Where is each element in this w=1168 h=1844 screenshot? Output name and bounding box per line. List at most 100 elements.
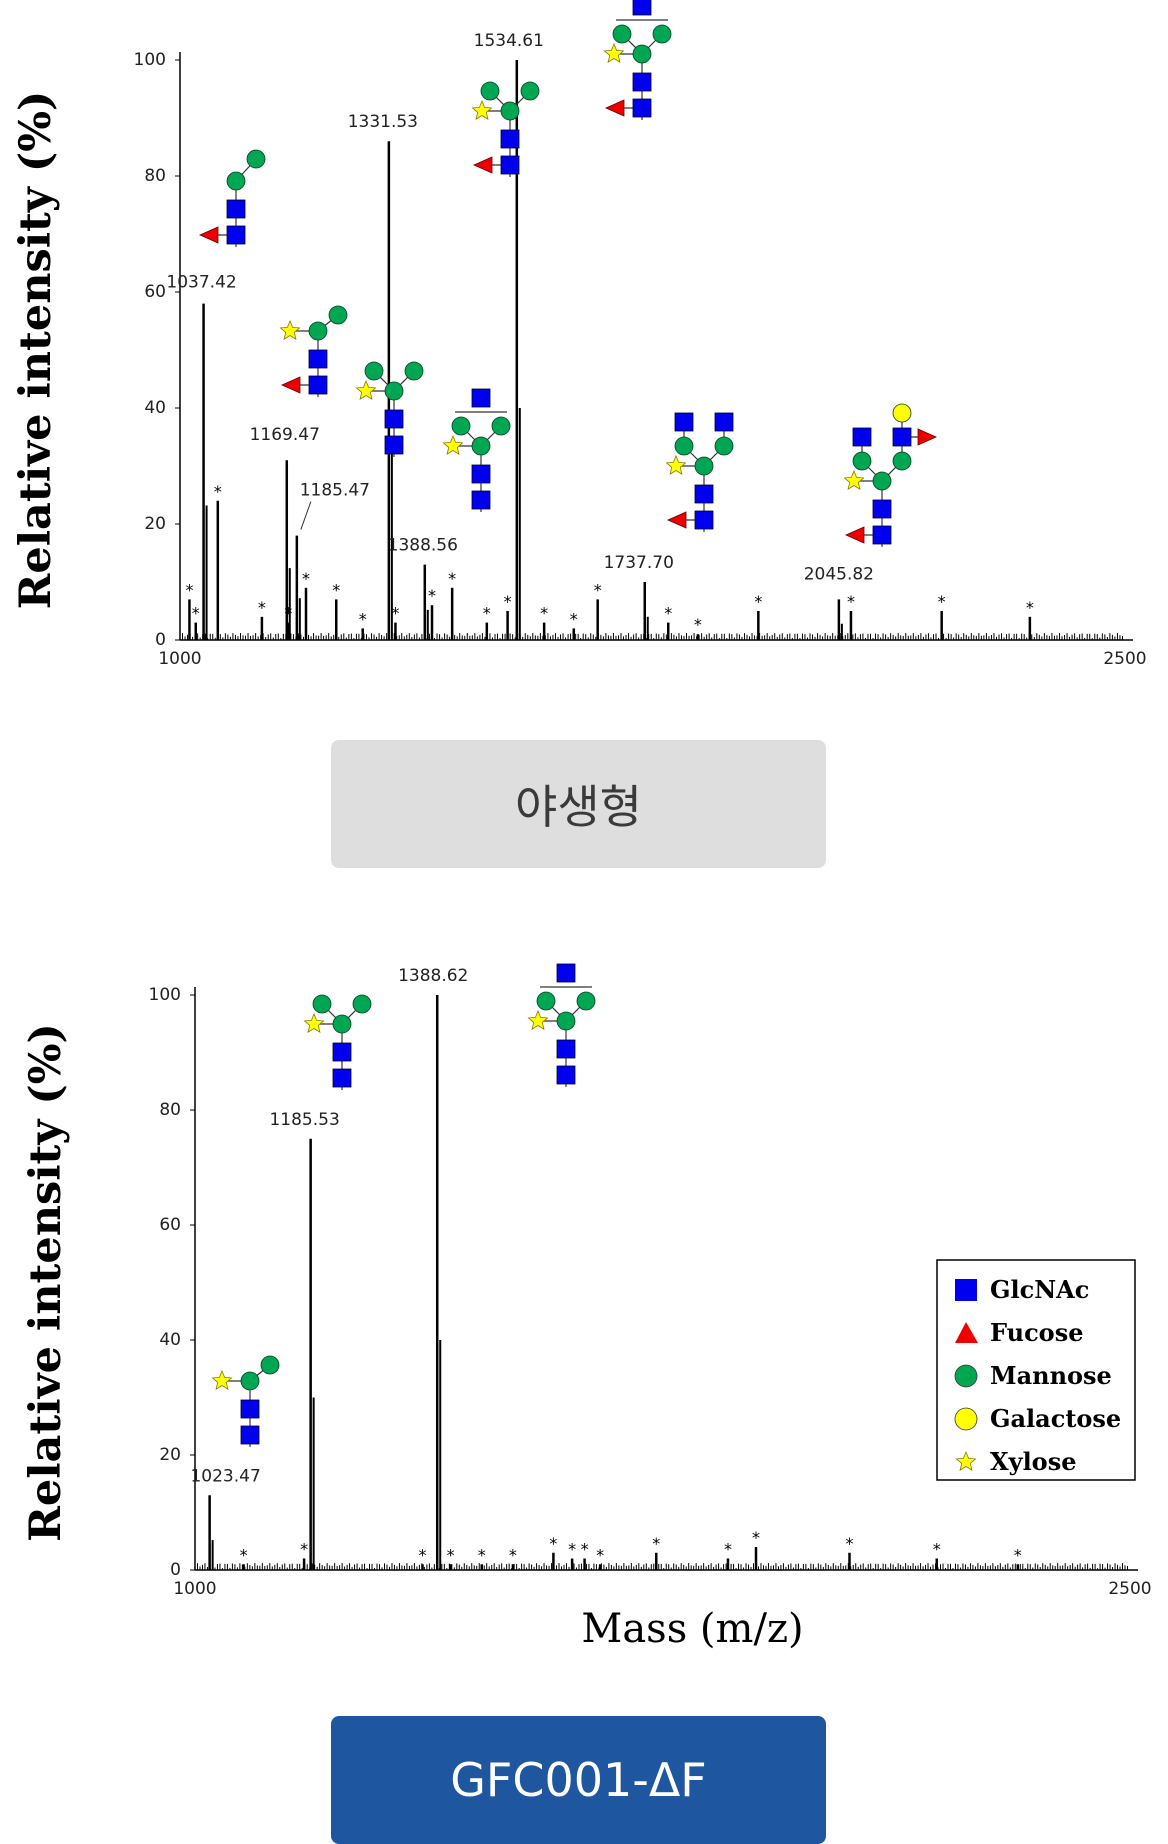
y-tick-label: 80 [144,166,166,186]
fucose-triangle-icon [917,428,937,446]
xylose-star-icon [665,454,687,475]
gfc001-label-button[interactable]: GFC001-ΔF [331,1716,826,1844]
xylose-star-icon [211,1369,233,1390]
glcnac-square-icon [308,375,328,395]
glcnac-square-icon [384,435,404,455]
contaminant-star-marker: * [214,482,222,501]
y-tick-label: 60 [159,1215,181,1235]
mannose-circle-icon [246,149,266,169]
glycan-structure-icon [442,388,511,512]
mannose-circle-icon [328,305,348,325]
contaminant-star-marker: * [540,604,548,623]
contaminant-star-marker: * [664,604,672,623]
legend-galactose-icon [954,1407,978,1431]
galactose-circle-icon [892,403,912,423]
mannose-circle-icon [852,451,872,471]
contaminant-star-marker: * [754,592,762,611]
mannose-circle-icon [480,81,500,101]
mannose-circle-icon [556,1011,576,1031]
glcnac-square-icon [852,427,872,447]
mannose-circle-icon [491,416,511,436]
peak-mass-label: 1169.47 [250,425,320,445]
peak-mass-label: 1037.42 [166,273,236,293]
peak-mass-label: 1388.56 [388,536,458,556]
legend-label: Galactose [990,1404,1121,1433]
contaminant-star-marker: * [694,615,702,634]
glycan-structure-icon [471,81,540,177]
contaminant-star-marker: * [568,1540,576,1559]
x-tick-label: 2500 [1108,1579,1151,1599]
glcnac-square-icon [556,1039,576,1059]
glycan-structure-icon [527,963,596,1087]
contaminant-star-marker: * [302,569,310,588]
contaminant-star-marker: * [938,592,946,611]
glcnac-square-icon [308,349,328,369]
glcnac-square-icon [892,427,912,447]
y-tick-label: 80 [159,1100,181,1120]
mannose-circle-icon [652,24,672,44]
galactose-circle-icon [954,1407,978,1431]
glcnac-square-icon [632,0,652,16]
contaminant-star-marker: * [1014,1545,1022,1564]
x-axis-label: Mass (m/z) [581,1606,803,1650]
contaminant-star-marker: * [594,580,602,599]
xylose-star-icon [843,469,865,490]
glcnac-square-icon [955,1279,977,1301]
contaminant-star-marker: * [596,1545,604,1564]
glcnac-square-icon [332,1042,352,1062]
glcnac-square-icon [632,98,652,118]
glcnac-square-icon [872,525,892,545]
mannose-circle-icon [451,416,471,436]
mannose-circle-icon [500,101,520,121]
glcnac-square-icon [632,72,652,92]
glcnac-square-icon [714,412,734,432]
contaminant-star-marker: * [847,592,855,611]
xylose-star-icon [355,379,377,400]
mannose-circle-icon [364,361,384,381]
fucose-triangle-icon [605,99,625,117]
glycan-structure-icon [843,403,937,547]
peak-leader-line [300,501,312,530]
glycan-structure-icon [279,305,348,397]
mannose-circle-icon [240,1371,260,1391]
glycan-structure-icon [303,994,372,1090]
glcnac-square-icon [332,1068,352,1088]
y-tick-label: 60 [144,282,166,302]
fucose-triangle-icon [955,1322,978,1343]
mannose-circle-icon [714,436,734,456]
peak-mass-label: 2045.82 [804,564,874,584]
contaminant-star-marker: * [581,1540,589,1559]
glcnac-square-icon [694,484,714,504]
glycan-structure-icon [211,1355,280,1447]
xylose-star-icon [955,1450,977,1471]
contaminant-star-marker: * [933,1540,941,1559]
contaminant-star-marker: * [240,1545,248,1564]
mannose-circle-icon [226,171,246,191]
fucose-triangle-icon [281,376,301,394]
legend-xylose-icon [955,1450,977,1471]
peak-mass-label: 1331.53 [348,112,418,132]
y-tick-label: 100 [134,50,166,70]
mannose-circle-icon [612,24,632,44]
y-tick-label: 0 [155,630,166,650]
mannose-circle-icon [520,81,540,101]
glcnac-square-icon [240,1425,260,1445]
mannose-circle-icon [332,1014,352,1034]
wild-type-label-button[interactable]: 야생형 [331,740,826,868]
contaminant-star-marker: * [570,609,578,628]
fucose-triangle-icon [667,511,687,529]
peak-mass-label: 1185.53 [269,1110,339,1130]
glcnac-square-icon [471,388,491,408]
mannose-circle-icon [352,994,372,1014]
fucose-triangle-icon [199,226,219,244]
x-tick-label: 1000 [173,1579,216,1599]
xylose-star-icon [527,1009,549,1030]
mannose-circle-icon [694,456,714,476]
glcnac-square-icon [226,199,246,219]
glycan-structure-icon [199,149,266,247]
peak-mass-label: 1534.61 [474,31,544,51]
glycan-legend: GlcNAc Fucose Mannose Galactose Xylose [936,1259,1136,1481]
peak-mass-label: 1023.47 [190,1466,260,1486]
contaminant-star-marker: * [332,580,340,599]
contaminant-star-marker: * [1026,598,1034,617]
